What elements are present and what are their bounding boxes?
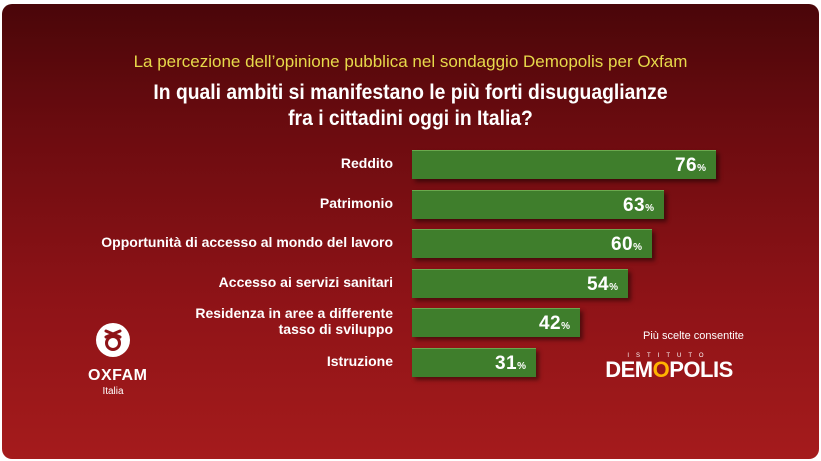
- oxfam-name: OXFAM: [88, 367, 148, 384]
- chart-title: In quali ambiti si manifestano le più fo…: [35, 80, 787, 132]
- demopolis-wordmark-b: POLIS: [669, 357, 733, 382]
- oxfam-logo-icon: [96, 323, 130, 357]
- chart-panel: La percezione dell’opinione pubblica nel…: [2, 4, 819, 459]
- demopolis-logo: ISTITUTO DEMOPOLIS: [594, 353, 744, 383]
- bar-value-label: 60%: [610, 234, 642, 255]
- bar: 31%: [412, 348, 536, 377]
- chart-title-line-1: In quali ambiti si manifestano le più fo…: [153, 81, 668, 104]
- demopolis-istituto: ISTITUTO: [627, 353, 711, 359]
- chart-title-line-2: fra i cittadini oggi in Italia?: [288, 107, 533, 130]
- bar: 63%: [412, 190, 664, 219]
- chart-subtitle: La percezione dell’opinione pubblica nel…: [133, 52, 688, 71]
- category-label: Istruzione: [326, 353, 393, 369]
- oxfam-logo: OXFAM Italia: [88, 322, 148, 397]
- bar: 60%: [412, 229, 652, 258]
- category-label: Accesso ai servizi sanitari: [218, 274, 393, 290]
- bar-value-label: 42%: [538, 313, 570, 334]
- category-label: Residenza in aree a differente tasso di s…: [195, 305, 393, 337]
- demopolis-wordmark-o: O: [652, 357, 670, 382]
- bar-value-label: 54%: [586, 274, 618, 295]
- bar-value-label: 76%: [674, 155, 706, 176]
- bar-value-label: 31%: [494, 353, 526, 374]
- bar: 54%: [412, 269, 628, 298]
- demopolis-wordmark-a: DEM: [605, 357, 653, 382]
- multiple-choice-note: Più scelte consentite: [643, 330, 744, 342]
- demopolis-wordmark: DEMOPOLIS: [594, 357, 744, 383]
- bar: 76%: [412, 150, 716, 179]
- bar: 42%: [412, 308, 580, 337]
- category-label: Patrimonio: [319, 195, 393, 211]
- category-label: Reddito: [340, 155, 393, 171]
- category-label: Opportunità di accesso al mondo del lavo…: [101, 234, 393, 250]
- bar-value-label: 63%: [622, 195, 654, 216]
- oxfam-subtitle: Italia: [102, 386, 124, 397]
